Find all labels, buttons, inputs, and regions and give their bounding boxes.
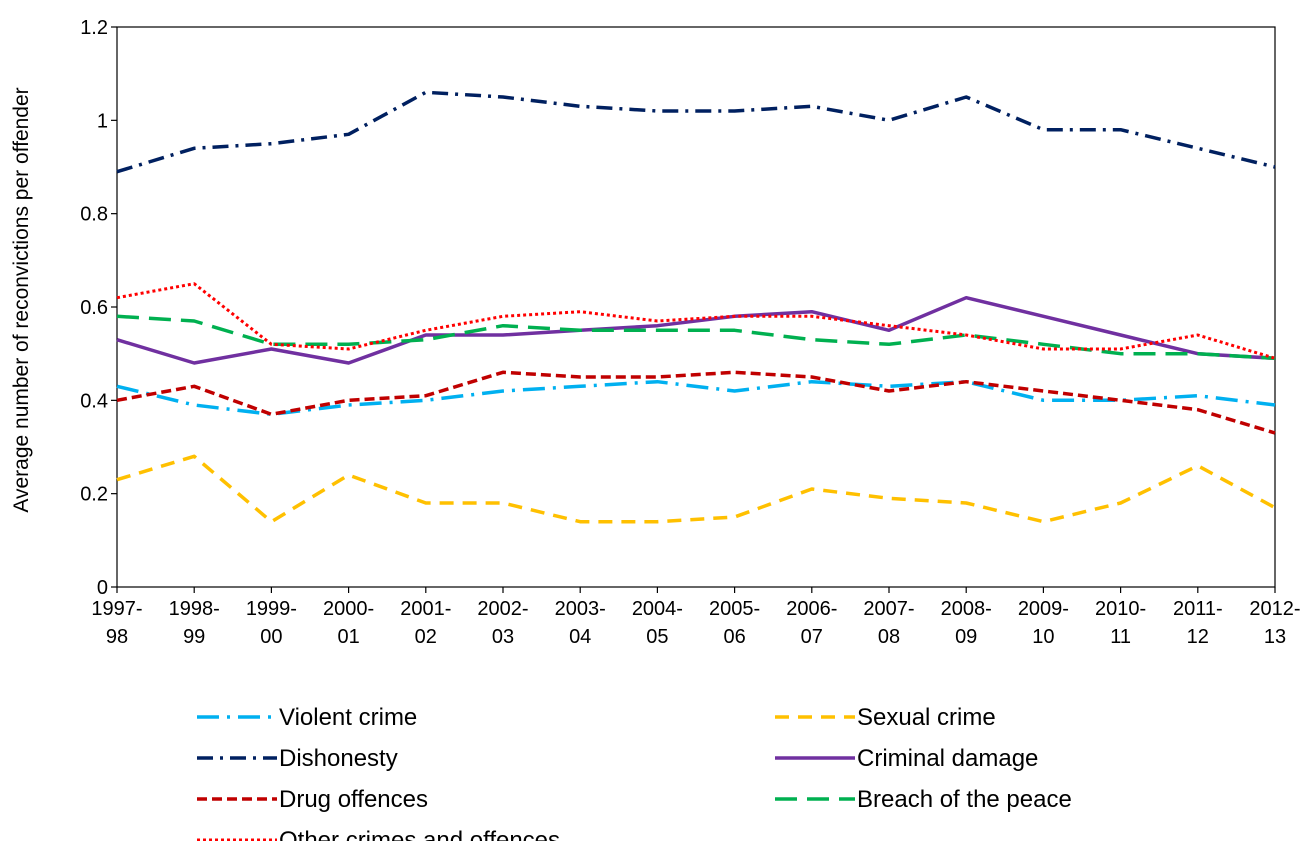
x-tick-label: 06 bbox=[723, 626, 745, 648]
x-tick-label: 2006- bbox=[786, 598, 837, 620]
x-tick-label: 2009- bbox=[1018, 598, 1069, 620]
y-tick-label: 0.8 bbox=[80, 204, 108, 226]
legend-label-sexual-crime: Sexual crime bbox=[857, 704, 996, 731]
x-tick-label: 2003- bbox=[555, 598, 606, 620]
x-tick-label: 2010- bbox=[1095, 598, 1146, 620]
series-line-sexual-crime bbox=[116, 454, 1276, 524]
x-tick-label: 98 bbox=[106, 626, 128, 648]
x-tick-label: 12 bbox=[1187, 626, 1209, 648]
legend-label-dishonesty: Dishonesty bbox=[279, 745, 398, 772]
x-tick-label: 00 bbox=[260, 626, 282, 648]
legend: Violent crime Sexual crime Dishonesty Crimi… bbox=[197, 704, 1072, 841]
y-tick-label: 0.4 bbox=[80, 390, 108, 412]
x-tick-label: 1998- bbox=[169, 598, 220, 620]
x-tick-label: 03 bbox=[492, 626, 514, 648]
x-tick-label: 04 bbox=[569, 626, 591, 648]
x-tick-label: 13 bbox=[1264, 626, 1286, 648]
x-tick-label: 1997- bbox=[91, 598, 142, 620]
x-tick-label: 05 bbox=[646, 626, 668, 648]
x-tick-label: 2007- bbox=[863, 598, 914, 620]
x-tick-label: 11 bbox=[1110, 626, 1131, 648]
series-line-dishonesty bbox=[116, 90, 1276, 174]
series-line-violent-crime bbox=[116, 379, 1276, 417]
x-tick-label: 10 bbox=[1032, 626, 1054, 648]
x-tick-label: 99 bbox=[183, 626, 205, 648]
y-tick-label: 1 bbox=[97, 110, 108, 132]
y-axis-label: Average number of reconvictions per offe… bbox=[10, 87, 33, 512]
legend-label-drug-offences: Drug offences bbox=[279, 786, 428, 813]
y-tick-label: 1.2 bbox=[80, 17, 108, 39]
x-tick-label: 2001- bbox=[400, 598, 451, 620]
y-tick-label: 0.2 bbox=[80, 484, 108, 506]
x-tick-label: 2008- bbox=[941, 598, 992, 620]
x-tick-label: 2002- bbox=[477, 598, 528, 620]
x-tick-label: 2005- bbox=[709, 598, 760, 620]
axes: 0 0.2 0.4 0.6 0.8 1 1.2 1997- 98 1998- 99 1999- 00 20… bbox=[80, 17, 1300, 648]
x-tick-label: 1999- bbox=[246, 598, 297, 620]
x-tick-label: 02 bbox=[415, 626, 437, 648]
series-line-breach-of-the-peace bbox=[116, 314, 1276, 361]
legend-label-criminal-damage: Criminal damage bbox=[857, 745, 1038, 772]
x-tick-label: 07 bbox=[801, 626, 823, 648]
legend-label-breach-of-the-peace: Breach of the peace bbox=[857, 786, 1072, 813]
x-tick-label: 2004- bbox=[632, 598, 683, 620]
y-tick-label: 0 bbox=[97, 577, 108, 599]
legend-label-other-crimes-and-offences: Other crimes and offences bbox=[279, 827, 560, 841]
x-tick-label: 2012- bbox=[1249, 598, 1300, 620]
series-line-drug-offences bbox=[116, 370, 1276, 435]
legend-label-violent-crime: Violent crime bbox=[279, 704, 417, 731]
x-tick-label: 08 bbox=[878, 626, 900, 648]
series-line-criminal-damage bbox=[116, 295, 1276, 365]
x-tick-label: 2011- bbox=[1173, 598, 1223, 620]
x-tick-label: 01 bbox=[337, 626, 359, 648]
y-tick-label: 0.6 bbox=[80, 297, 108, 319]
x-tick-label: 2000- bbox=[323, 598, 374, 620]
x-tick-label: 09 bbox=[955, 626, 977, 648]
series-lines bbox=[116, 90, 1276, 524]
